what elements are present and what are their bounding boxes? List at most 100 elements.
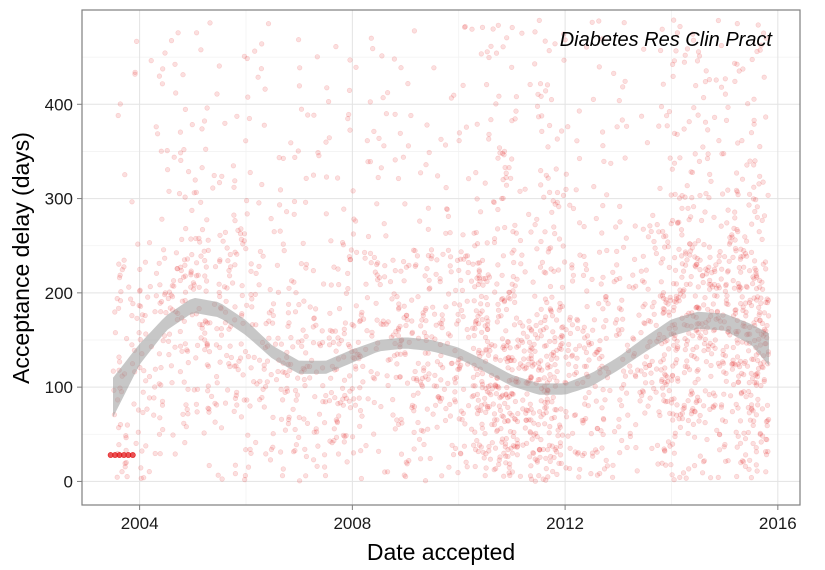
scatter-point (695, 329, 701, 336)
scatter-point (529, 359, 535, 365)
scatter-point (737, 358, 744, 365)
scatter-point (669, 396, 675, 402)
scatter-point (182, 440, 188, 446)
scatter-point (657, 47, 664, 54)
scatter-point (369, 333, 375, 339)
scatter-point (333, 348, 339, 354)
scatter-point (633, 445, 639, 451)
scatter-point (751, 117, 757, 123)
scatter-point (722, 441, 728, 448)
scatter-point (370, 45, 376, 52)
scatter-point (191, 286, 197, 292)
scatter-point (251, 379, 257, 385)
scatter-point (583, 416, 589, 422)
scatter-point (392, 268, 398, 274)
scatter-point (354, 249, 360, 255)
scatter-point (146, 374, 153, 380)
scatter-point (512, 283, 518, 289)
scatter-point (136, 302, 142, 309)
scatter-point (725, 301, 731, 308)
scatter-point (190, 280, 196, 286)
scatter-point (176, 191, 183, 197)
scatter-point (458, 256, 464, 262)
scatter-point (681, 370, 688, 376)
scatter-point (398, 416, 404, 422)
scatter-point (719, 191, 726, 197)
scatter-point (395, 333, 402, 339)
scatter-point (323, 174, 330, 180)
scatter-point (380, 318, 386, 324)
scatter-point (645, 286, 651, 292)
scatter-point (691, 434, 698, 440)
scatter-point (506, 470, 512, 476)
scatter-point (474, 121, 480, 127)
scatter-point (357, 318, 363, 325)
scatter-point (218, 425, 225, 431)
scatter-point (483, 385, 489, 392)
scatter-point (710, 404, 717, 411)
scatter-point (572, 412, 579, 418)
scatter-point (279, 473, 286, 479)
scatter-point (371, 254, 378, 261)
scatter-point (684, 364, 691, 370)
scatter-point (484, 338, 491, 345)
scatter-point (269, 308, 275, 314)
scatter-point (300, 327, 306, 333)
scatter-point (507, 296, 513, 302)
scatter-point (503, 392, 509, 398)
scatter-point (239, 292, 245, 299)
scatter-point (123, 447, 129, 454)
scatter-point (433, 271, 439, 277)
scatter-point (179, 236, 185, 242)
scatter-point (566, 317, 573, 323)
scatter-point (658, 378, 665, 385)
scatter-point (494, 428, 500, 434)
scatter-point (532, 332, 539, 338)
scatter-point (230, 280, 236, 286)
scatter-point (286, 414, 292, 420)
scatter-point (687, 248, 694, 254)
scatter-point (263, 384, 269, 390)
scatter-point (659, 376, 665, 383)
scatter-point (651, 311, 657, 317)
scatter-point (495, 262, 501, 268)
scatter-point (528, 229, 534, 235)
scatter-point (494, 319, 500, 325)
scatter-point (380, 321, 386, 328)
scatter-point (601, 466, 608, 472)
scatter-point (194, 386, 201, 392)
scatter-point (690, 346, 696, 353)
scatter-point (217, 293, 223, 300)
scatter-point (528, 352, 534, 359)
scatter-point (747, 417, 754, 423)
scatter-point (430, 304, 436, 310)
scatter-point (665, 378, 671, 385)
scatter-point (732, 310, 739, 316)
scatter-point (348, 247, 355, 253)
scatter-point (683, 475, 689, 481)
scatter-point (174, 266, 180, 272)
scatter-point (423, 305, 429, 311)
scatter-point (455, 470, 461, 476)
scatter-point (765, 416, 772, 423)
scatter-point (701, 341, 708, 347)
scatter-point (575, 318, 581, 324)
scatter-point (746, 300, 753, 306)
scatter-point (206, 406, 212, 412)
scatter-point (267, 457, 274, 463)
scatter-point (688, 352, 695, 358)
scatter-point (181, 379, 187, 385)
scatter-point (691, 463, 698, 469)
scatter-point (265, 21, 272, 27)
scatter-point (739, 294, 745, 300)
scatter-point (667, 155, 673, 161)
scatter-point (252, 291, 258, 298)
scatter-point (166, 331, 173, 337)
scatter-point (749, 56, 755, 63)
scatter-point (541, 269, 547, 275)
scatter-point (709, 270, 715, 276)
scatter-point (341, 377, 348, 383)
scatter-point (586, 389, 592, 396)
scatter-point (270, 320, 276, 326)
scatter-point (680, 470, 687, 476)
